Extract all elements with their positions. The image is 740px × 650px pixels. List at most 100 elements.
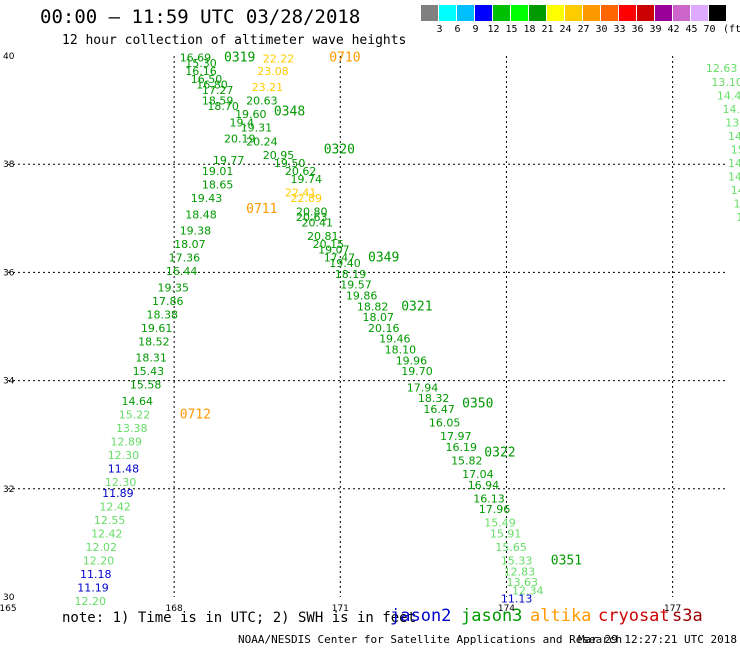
- data-point-label: 20.81: [307, 230, 339, 243]
- time-label: 0712: [180, 407, 211, 422]
- time-label: 0711: [246, 202, 277, 217]
- data-point-label: 22.41: [285, 187, 317, 200]
- data-point-label: 20.41: [302, 216, 334, 229]
- data-point-label: 11.89: [102, 487, 133, 500]
- colorbar-swatch: [583, 5, 600, 21]
- colorbar-label: 12: [487, 24, 500, 35]
- data-point-label: 18.31: [135, 352, 167, 365]
- data-point-label: 20.80: [296, 206, 328, 219]
- x-tick-label: 165: [0, 604, 17, 614]
- data-point-label: 19.77: [213, 154, 245, 167]
- data-point-label: 13.10: [711, 76, 740, 89]
- data-point-label: 12.42: [91, 527, 123, 540]
- legend-s3a: s3a: [672, 606, 703, 626]
- data-point-label: 12.34: [512, 584, 544, 597]
- data-point-label: 15.30: [185, 57, 217, 70]
- data-point-label: 11.18: [80, 568, 112, 581]
- colorbar-swatch: [655, 5, 672, 21]
- colorbar-swatch: [421, 5, 438, 21]
- data-point-label: 19.50: [274, 157, 306, 170]
- data-point-label: 18.07: [362, 311, 394, 324]
- data-point-label: 20.63: [296, 211, 328, 224]
- data-point-label: 11.19: [77, 582, 109, 595]
- colorbar-label: 9: [472, 24, 479, 35]
- data-point-label: 15.91: [490, 527, 522, 540]
- colorbar-unit: (ft): [723, 24, 740, 35]
- x-tick-label: 168: [166, 604, 183, 614]
- data-point-label: 19.43: [191, 192, 223, 205]
- data-point-label: 18.65: [202, 179, 234, 192]
- data-point-label: 16.19: [446, 441, 478, 454]
- legend-jason2: jason2: [390, 606, 452, 626]
- colorbar-label: 45: [685, 24, 698, 35]
- data-point-label: 12.20: [74, 595, 106, 608]
- data-point-label: 19.46: [379, 333, 411, 346]
- data-point-label: 13.63: [506, 576, 538, 589]
- time-label: 0350: [462, 397, 493, 412]
- data-point-label: 18.10: [385, 344, 417, 357]
- colorbar-label: 70: [703, 24, 716, 35]
- y-tick-label: 38: [3, 160, 15, 170]
- data-point-label: 14.64: [722, 103, 740, 116]
- colorbar-label: 18: [523, 24, 536, 35]
- data-point-label: 18.70: [207, 100, 239, 113]
- data-point-label: 19.96: [396, 354, 428, 367]
- colorbar-swatch: [529, 5, 546, 21]
- data-point-label: 18.48: [185, 208, 217, 221]
- data-point-label: 15.43: [133, 365, 165, 378]
- chart-subtitle: 12 hour collection of altimeter wave hei…: [62, 33, 407, 48]
- data-point-label: 11.48: [108, 463, 140, 476]
- time-label: 0351: [551, 554, 582, 569]
- colorbar-swatch: [673, 5, 690, 21]
- data-point-label: 17.96: [479, 503, 511, 516]
- colorbar-label: 27: [577, 24, 590, 35]
- x-tick-label: 174: [498, 604, 515, 614]
- data-point-label: 15.33: [501, 555, 533, 568]
- x-tick-label: 171: [332, 604, 349, 614]
- y-tick-label: 30: [3, 593, 15, 603]
- data-point-label: 20.63: [246, 95, 278, 108]
- data-point-label: 19.40: [329, 257, 361, 270]
- data-point-label: 19.07: [318, 243, 350, 256]
- colorbar-swatch: [709, 5, 726, 21]
- time-label: 0348: [274, 105, 305, 120]
- data-point-label: 16.13: [473, 492, 505, 505]
- data-point-label: 13.38: [116, 422, 148, 435]
- colorbar-swatch: [619, 5, 636, 21]
- colorbar-label: 42: [667, 24, 680, 35]
- data-point-label: 20.24: [246, 135, 278, 148]
- colorbar-swatch: [601, 5, 618, 21]
- data-point-label: 12.30: [105, 476, 137, 489]
- credit-text: NOAA/NESDIS Center for Satellite Applica…: [238, 633, 623, 646]
- data-point-label: 15.65: [495, 541, 527, 554]
- data-point-label: 17.94: [407, 381, 439, 394]
- data-point-label: 18.32: [418, 392, 450, 405]
- data-point-label: 18.38: [146, 308, 178, 321]
- data-point-label: 16.69: [180, 51, 212, 64]
- data-point-label: 20.16: [368, 322, 400, 335]
- colorbar-swatch: [637, 5, 654, 21]
- data-point-label: 16.80: [196, 78, 228, 91]
- colorbar-label: 6: [454, 24, 461, 35]
- y-tick-label: 32: [3, 485, 14, 495]
- colorbar-label: 21: [541, 24, 554, 35]
- legend-altika: altika: [530, 606, 592, 626]
- data-point-label: 11.13: [501, 592, 533, 605]
- data-point-label: 12.30: [108, 449, 140, 462]
- data-point-label: 14.92: [728, 170, 740, 183]
- colorbar-label: 24: [559, 24, 572, 35]
- data-point-label: 13.84: [725, 116, 740, 129]
- data-point-label: 14.32: [731, 184, 740, 197]
- colorbar-label: 3: [436, 24, 443, 35]
- data-point-label: 18.52: [138, 335, 170, 348]
- data-point-label: 16.94: [468, 479, 500, 492]
- data-point-label: 22.89: [290, 192, 322, 205]
- data-point-label: 19.74: [290, 173, 322, 186]
- data-point-label: 14.68: [736, 211, 740, 224]
- data-point-label: 15.82: [451, 454, 483, 467]
- footer-note: note: 1) Time is in UTC; 2) SWH is in fe…: [62, 610, 417, 626]
- data-point-label: 14.70: [728, 157, 740, 170]
- y-tick-label: 36: [3, 268, 15, 278]
- data-point-label: 23.21: [252, 81, 284, 94]
- data-point-label: 19.86: [346, 289, 378, 302]
